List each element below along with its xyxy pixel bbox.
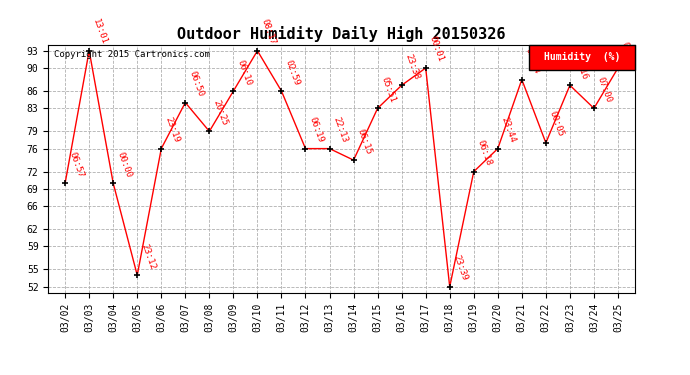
Text: 20:25: 20:25	[211, 98, 229, 127]
Text: 00:01: 00:01	[428, 35, 445, 63]
Text: 06:15: 06:15	[355, 127, 373, 156]
Text: 02:59: 02:59	[284, 58, 301, 87]
Text: Copyright 2015 Cartronics.com: Copyright 2015 Cartronics.com	[55, 50, 210, 59]
Text: 23:19: 23:19	[164, 116, 181, 144]
Text: 23:39: 23:39	[452, 254, 469, 282]
Text: 23:38: 23:38	[404, 53, 421, 81]
Text: 07:16: 07:16	[572, 53, 589, 81]
Title: Outdoor Humidity Daily High 20150326: Outdoor Humidity Daily High 20150326	[177, 27, 506, 42]
Text: Humidity  (%): Humidity (%)	[544, 53, 620, 62]
Text: 22:13: 22:13	[331, 116, 349, 144]
Text: 06:?: 06:?	[620, 40, 635, 63]
Text: 06:57: 06:57	[67, 150, 85, 178]
Bar	[529, 45, 635, 70]
Text: 06:19: 06:19	[308, 116, 325, 144]
Text: 23:12: 23:12	[139, 242, 157, 271]
Text: 08:17: 08:17	[259, 18, 277, 46]
Text: 07:00: 07:00	[596, 75, 613, 104]
Text: 05:04: 05:04	[524, 46, 542, 75]
Text: 06:10: 06:10	[235, 58, 253, 87]
Text: 13:01: 13:01	[91, 18, 109, 46]
Text: 06:18: 06:18	[475, 139, 493, 167]
Text: 00:05: 00:05	[548, 110, 565, 138]
Text: 00:00: 00:00	[115, 150, 132, 178]
Text: 06:50: 06:50	[187, 70, 205, 98]
Text: 05:51: 05:51	[380, 75, 397, 104]
Text: 23:44: 23:44	[500, 116, 518, 144]
